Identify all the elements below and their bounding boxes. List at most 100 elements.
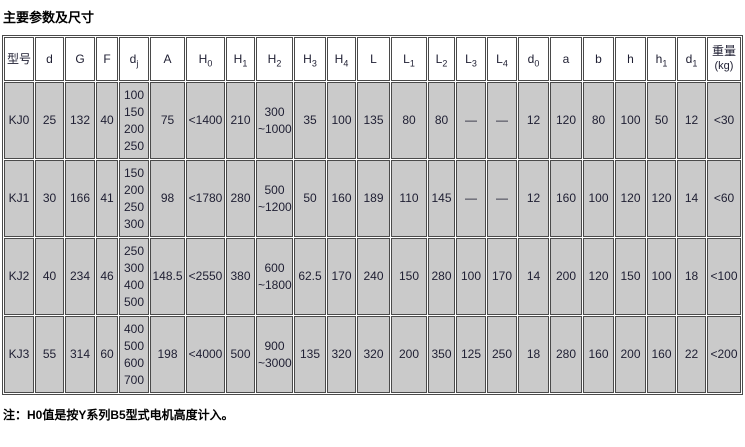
model-cell-KJ1: KJ1: [4, 160, 34, 237]
data-cell: 189: [357, 160, 390, 237]
header-cell-H2: H2: [256, 37, 293, 81]
header-cell-h: h: [615, 37, 646, 81]
header-cell-L: L: [357, 37, 390, 81]
data-cell: <200: [707, 316, 741, 393]
data-cell: 60: [96, 316, 118, 393]
data-cell: 160: [647, 316, 676, 393]
header-cell-h1: h1: [647, 37, 676, 81]
data-cell: 350: [428, 316, 455, 393]
data-cell: 160: [583, 316, 614, 393]
header-cell-d: d: [35, 37, 64, 81]
data-cell: 320: [357, 316, 390, 393]
header-cell-L3: L3: [456, 37, 486, 81]
table-row-KJ3: KJ3 55 314 60 400 500 600 700 198 <4000 500 900 …: [4, 316, 741, 393]
data-cell: 46: [96, 238, 118, 315]
data-cell: 160: [550, 160, 582, 237]
header-cell-d0: d0: [518, 37, 549, 81]
data-cell: 18: [518, 316, 549, 393]
data-cell: 80: [583, 82, 614, 159]
header-cell-weight: 重量 (kg): [707, 37, 741, 81]
data-cell: 135: [294, 316, 326, 393]
data-cell: 400 500 600 700: [119, 316, 149, 393]
data-cell: 100: [583, 160, 614, 237]
data-cell: 170: [487, 238, 517, 315]
data-cell: 198: [150, 316, 185, 393]
model-cell-KJ2: KJ2: [4, 238, 34, 315]
header-cell-L1: L1: [391, 37, 427, 81]
data-cell: 500 ~1200: [256, 160, 293, 237]
params-tbody: KJ0 25 132 40 100 150 200 250 75 <1400 210 300 ~…: [4, 82, 741, 393]
data-cell: 300 ~1000: [256, 82, 293, 159]
data-cell: <60: [707, 160, 741, 237]
model-cell-KJ3: KJ3: [4, 316, 34, 393]
data-cell: 200: [550, 238, 582, 315]
data-cell: 100: [327, 82, 356, 159]
data-cell: 150 200 250 300: [119, 160, 149, 237]
data-cell: —: [456, 82, 486, 159]
table-row-KJ2: KJ2 40 234 46 250 300 400 500 148.5 <2550 380 60…: [4, 238, 741, 315]
header-cell-dj: dj: [119, 37, 149, 81]
header-cell-L4: L4: [487, 37, 517, 81]
data-cell: 210: [226, 82, 255, 159]
data-cell: 240: [357, 238, 390, 315]
data-cell: 150: [615, 238, 646, 315]
data-cell: 14: [677, 160, 706, 237]
data-cell: 320: [327, 316, 356, 393]
data-cell: 150: [391, 238, 427, 315]
data-cell: <100: [707, 238, 741, 315]
header-cell-model: 型号: [4, 37, 34, 81]
data-cell: 40: [96, 82, 118, 159]
data-cell: 55: [35, 316, 64, 393]
data-cell: 900 ~3000: [256, 316, 293, 393]
data-cell: <2550: [186, 238, 225, 315]
data-cell: 80: [428, 82, 455, 159]
data-cell: 100 150 200 250: [119, 82, 149, 159]
data-cell: 120: [615, 160, 646, 237]
data-cell: 18: [677, 238, 706, 315]
table-row-KJ1: KJ1 30 166 41 150 200 250 300 98 <1780 280 500 ~…: [4, 160, 741, 237]
header-unit-weight: (kg): [714, 60, 734, 72]
data-cell: 100: [456, 238, 486, 315]
data-cell: 12: [518, 82, 549, 159]
data-cell: 41: [96, 160, 118, 237]
data-cell: 200: [615, 316, 646, 393]
page-title: 主要参数及尺寸: [3, 10, 95, 25]
header-cell-d1: d1: [677, 37, 706, 81]
data-cell: 600 ~1800: [256, 238, 293, 315]
data-cell: 166: [65, 160, 95, 237]
header-cell-H1: H1: [226, 37, 255, 81]
data-cell: 280: [226, 160, 255, 237]
data-cell: 314: [65, 316, 95, 393]
data-cell: <4000: [186, 316, 225, 393]
data-cell: 280: [550, 316, 582, 393]
data-cell: 280: [428, 238, 455, 315]
data-cell: 135: [357, 82, 390, 159]
data-cell: 120: [647, 160, 676, 237]
data-cell: 12: [518, 160, 549, 237]
data-cell: 145: [428, 160, 455, 237]
header-cell-G: G: [65, 37, 95, 81]
data-cell: 80: [391, 82, 427, 159]
data-cell: <30: [707, 82, 741, 159]
data-cell: 250 300 400 500: [119, 238, 149, 315]
data-cell: 100: [615, 82, 646, 159]
data-cell: 75: [150, 82, 185, 159]
header-cell-F: F: [96, 37, 118, 81]
data-cell: 35: [294, 82, 326, 159]
data-cell: 380: [226, 238, 255, 315]
data-cell: 30: [35, 160, 64, 237]
header-cell-b: b: [583, 37, 614, 81]
header-cell-a: a: [550, 37, 582, 81]
model-cell-KJ0: KJ0: [4, 82, 34, 159]
data-cell: 500: [226, 316, 255, 393]
data-cell: 25: [35, 82, 64, 159]
data-cell: 14: [518, 238, 549, 315]
data-cell: 148.5: [150, 238, 185, 315]
data-cell: 200: [391, 316, 427, 393]
header-cell-L2: L2: [428, 37, 455, 81]
data-cell: 110: [391, 160, 427, 237]
data-cell: 50: [647, 82, 676, 159]
data-cell: 50: [294, 160, 326, 237]
table-row-KJ0: KJ0 25 132 40 100 150 200 250 75 <1400 210 300 ~…: [4, 82, 741, 159]
